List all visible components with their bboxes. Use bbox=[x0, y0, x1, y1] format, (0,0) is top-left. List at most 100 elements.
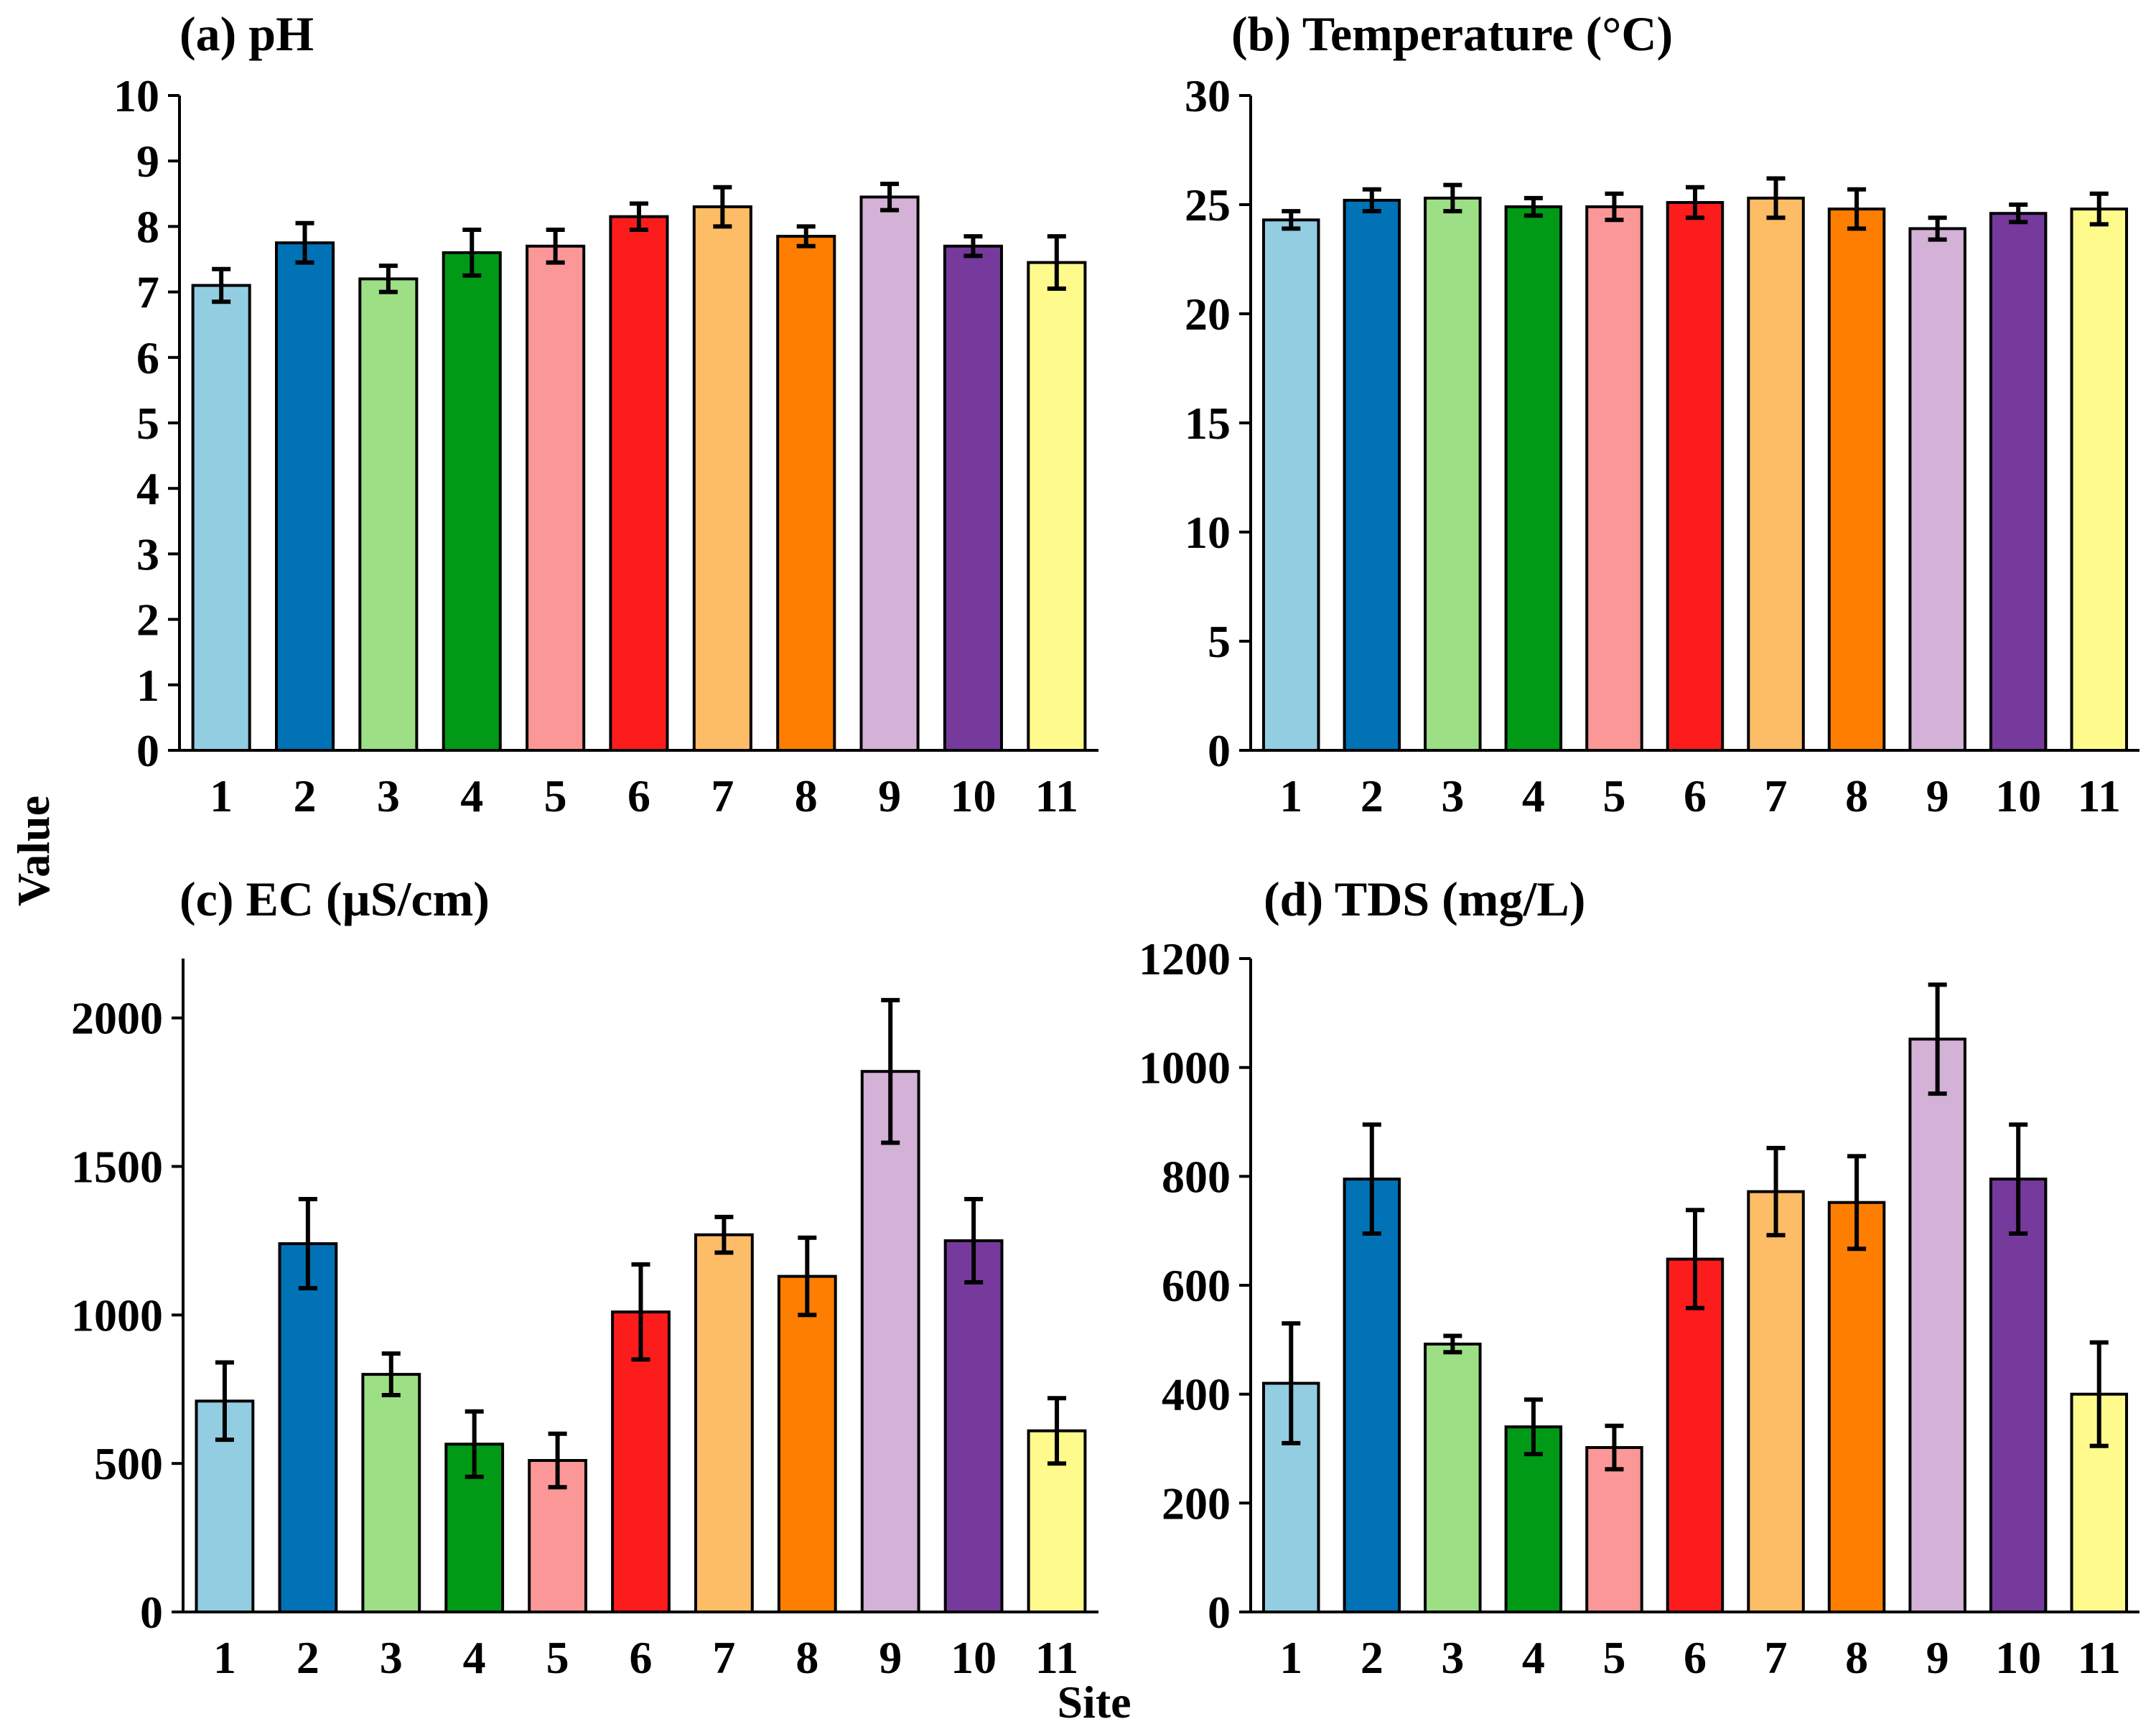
y-tick-label: 1 bbox=[136, 660, 159, 711]
bar bbox=[2070, 208, 2128, 752]
y-tick-label: 15 bbox=[1185, 398, 1231, 449]
chart-title: (c) EC (µS/cm) bbox=[179, 872, 490, 926]
bar bbox=[1666, 201, 1725, 752]
bar bbox=[1827, 1201, 1886, 1613]
x-tick-label: 11 bbox=[2077, 770, 2120, 821]
bar bbox=[1827, 208, 1886, 752]
y-tick-label: 2000 bbox=[71, 993, 163, 1044]
bar bbox=[1908, 1038, 1966, 1613]
y-tick-label: 800 bbox=[1162, 1151, 1231, 1202]
y-tick-label: 200 bbox=[1162, 1478, 1231, 1529]
x-tick-label: 6 bbox=[1684, 1632, 1707, 1683]
bar bbox=[526, 244, 586, 752]
x-tick-label: 1 bbox=[1279, 770, 1302, 821]
x-tick-label: 8 bbox=[1845, 1632, 1868, 1683]
bar bbox=[1343, 1178, 1401, 1613]
bar bbox=[1989, 1178, 2048, 1613]
y-axis-title: Value bbox=[8, 796, 59, 906]
x-tick-label: 4 bbox=[463, 1632, 486, 1683]
y-tick-label: 4 bbox=[136, 463, 159, 514]
bar bbox=[442, 251, 502, 752]
x-tick-label: 5 bbox=[546, 1632, 569, 1683]
y-tick-label: 0 bbox=[136, 725, 159, 776]
y-tick-label: 0 bbox=[1208, 1587, 1231, 1638]
bar bbox=[1343, 198, 1401, 752]
x-tick-label: 11 bbox=[1035, 770, 1078, 821]
bar bbox=[943, 244, 1004, 752]
x-tick-label: 6 bbox=[1684, 770, 1707, 821]
x-tick-label: 2 bbox=[1361, 1632, 1383, 1683]
y-tick-label: 10 bbox=[1185, 507, 1231, 558]
y-tick-label: 2 bbox=[136, 595, 159, 646]
x-tick-label: 7 bbox=[1765, 1632, 1788, 1683]
y-tick-label: 1000 bbox=[1139, 1043, 1231, 1094]
bar bbox=[1908, 227, 1966, 752]
x-tick-label: 7 bbox=[711, 770, 734, 821]
x-tick-label: 3 bbox=[1441, 1632, 1464, 1683]
bar bbox=[1027, 261, 1087, 752]
y-tick-label: 1000 bbox=[71, 1290, 163, 1341]
x-tick-label: 7 bbox=[1765, 770, 1788, 821]
x-tick-label: 10 bbox=[1995, 770, 2041, 821]
x-tick-label: 5 bbox=[544, 770, 567, 821]
y-tick-label: 30 bbox=[1185, 70, 1231, 121]
y-tick-label: 0 bbox=[1208, 725, 1231, 776]
bar bbox=[611, 1310, 671, 1613]
x-tick-label: 10 bbox=[951, 1632, 997, 1683]
y-tick-label: 7 bbox=[136, 267, 159, 318]
x-tick-label: 8 bbox=[795, 770, 818, 821]
y-tick-label: 1500 bbox=[71, 1142, 163, 1193]
x-tick-label: 2 bbox=[1361, 770, 1383, 821]
x-tick-label: 4 bbox=[1522, 770, 1545, 821]
x-tick-label: 2 bbox=[294, 770, 317, 821]
chart-title: (b) Temperature (°C) bbox=[1231, 6, 1673, 61]
bar bbox=[358, 277, 419, 752]
bar bbox=[1424, 1342, 1482, 1614]
x-tick-label: 2 bbox=[297, 1632, 319, 1683]
bar bbox=[1262, 218, 1320, 752]
y-tick-label: 9 bbox=[136, 136, 159, 187]
x-tick-label: 8 bbox=[795, 1632, 818, 1683]
chart-panel-c: (c) EC (µS/cm) 1 2 3 4 5 6 7 8 9 10 11 0 500 1000 1500… bbox=[71, 872, 1098, 1683]
y-tick-label: 10 bbox=[113, 70, 159, 121]
y-tick-label: 5 bbox=[136, 398, 159, 449]
bar bbox=[1504, 205, 1563, 752]
bar bbox=[694, 1233, 754, 1613]
x-tick-label: 1 bbox=[210, 770, 233, 821]
x-tick-label: 6 bbox=[627, 770, 650, 821]
x-tick-label: 1 bbox=[1279, 1632, 1302, 1683]
bar bbox=[1585, 1446, 1643, 1613]
x-tick-label: 4 bbox=[1522, 1632, 1545, 1683]
x-tick-label: 9 bbox=[1926, 770, 1949, 821]
x-axis-title: Site bbox=[1057, 1677, 1131, 1728]
x-tick-label: 11 bbox=[1035, 1632, 1078, 1683]
chart-title: (d) TDS (mg/L) bbox=[1264, 872, 1585, 926]
chart-title: (a) pH bbox=[179, 6, 314, 61]
chart-panel-d: (d) TDS (mg/L) 1 2 3 4 5 6 7 8 9 10 11 0 200 400 600 80… bbox=[1139, 872, 2139, 1683]
y-tick-label: 20 bbox=[1185, 289, 1231, 340]
bar bbox=[776, 235, 836, 752]
x-tick-label: 9 bbox=[878, 770, 901, 821]
bar bbox=[1504, 1425, 1563, 1613]
bar bbox=[275, 241, 335, 752]
y-tick-label: 8 bbox=[136, 201, 159, 252]
x-tick-label: 10 bbox=[1995, 1632, 2041, 1683]
bar bbox=[777, 1274, 837, 1613]
bar bbox=[191, 284, 251, 752]
chart-panel-b: (b) Temperature (°C) 1 2 3 4 5 6 7 8 9 10 11 0 5 10 15… bbox=[1185, 6, 2139, 821]
x-tick-label: 11 bbox=[2077, 1632, 2120, 1683]
bar bbox=[1747, 1190, 1805, 1613]
bar bbox=[860, 1070, 920, 1613]
y-tick-label: 6 bbox=[136, 332, 159, 383]
y-tick-label: 400 bbox=[1162, 1369, 1231, 1420]
bar bbox=[609, 215, 669, 752]
x-tick-label: 6 bbox=[630, 1632, 653, 1683]
y-tick-label: 500 bbox=[94, 1438, 163, 1489]
y-tick-label: 5 bbox=[1208, 616, 1231, 667]
x-tick-label: 3 bbox=[377, 770, 400, 821]
bar bbox=[1585, 205, 1643, 752]
bar bbox=[1747, 196, 1805, 752]
bar bbox=[692, 205, 752, 752]
bar bbox=[943, 1239, 1004, 1613]
